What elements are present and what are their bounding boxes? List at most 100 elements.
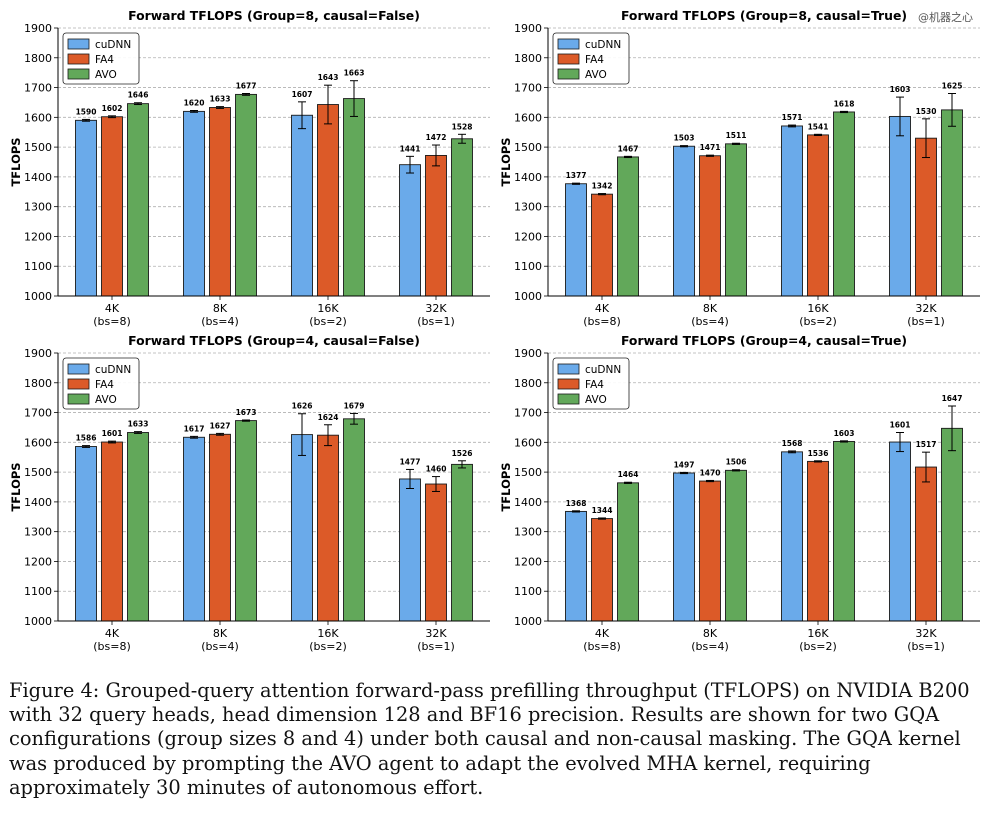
- bar-cudnn-32k: [399, 164, 421, 297]
- legend-swatch-fa4: [557, 378, 580, 390]
- bar-cudnn-4k: [75, 119, 97, 297]
- x-tick-label: 8K: [703, 627, 718, 640]
- bar-avo-8k: [725, 469, 747, 622]
- x-tick-sublabel: (bs=1): [417, 315, 455, 328]
- x-tick-sublabel: (bs=4): [201, 640, 239, 653]
- bar-value-label: 1633: [128, 420, 149, 429]
- legend-swatch-fa4: [67, 378, 90, 390]
- x-tick-sublabel: (bs=4): [691, 315, 729, 328]
- y-tick-label: 1900: [24, 22, 52, 35]
- y-tick-label: 1000: [514, 290, 542, 303]
- bar-value-label: 1618: [834, 99, 855, 108]
- bar-value-label: 1471: [700, 143, 721, 152]
- bar-fa4-4k: [101, 441, 123, 622]
- y-tick-label: 1300: [24, 201, 52, 214]
- x-tick-sublabel: (bs=4): [691, 640, 729, 653]
- x-tick-label: 32K: [915, 302, 937, 315]
- bar-value-label: 1590: [76, 107, 97, 116]
- legend-label: cuDNN: [585, 39, 621, 51]
- bar-value-label: 1624: [318, 413, 339, 422]
- legend-label: FA4: [95, 54, 114, 66]
- bar-cudnn-16k: [781, 125, 803, 297]
- x-tick-sublabel: (bs=1): [417, 640, 455, 653]
- bar-value-label: 1601: [102, 429, 123, 438]
- bar-avo-4k: [617, 482, 639, 622]
- bar-fa4-8k: [209, 433, 231, 622]
- bar-value-label: 1586: [76, 434, 97, 443]
- bar-fa4-32k: [915, 466, 937, 622]
- y-tick-label: 1700: [514, 407, 542, 420]
- x-tick-label: 4K: [595, 627, 610, 640]
- y-tick-label: 1100: [24, 585, 52, 598]
- bar-avo-32k: [451, 138, 473, 297]
- y-tick-label: 1400: [24, 496, 52, 509]
- bar-value-label: 1627: [210, 421, 231, 430]
- bar-cudnn-4k: [565, 510, 587, 622]
- legend-label: FA4: [95, 379, 114, 391]
- y-tick-label: 1800: [24, 377, 52, 390]
- bar-avo-16k: [833, 440, 855, 622]
- y-tick-label: 1100: [24, 260, 52, 273]
- y-tick-label: 1100: [514, 585, 542, 598]
- chart-title: Forward TFLOPS (Group=8, causal=False): [128, 8, 420, 23]
- bar-value-label: 1617: [184, 424, 205, 433]
- legend-label: cuDNN: [95, 364, 131, 376]
- y-tick-label: 1400: [514, 496, 542, 509]
- bar-value-label: 1441: [400, 144, 421, 153]
- bar-cudnn-32k: [399, 478, 421, 622]
- legend-label: AVO: [585, 394, 607, 406]
- bar-fa4-8k: [699, 155, 721, 297]
- bar-value-label: 1530: [916, 107, 937, 116]
- bar-cudnn-4k: [565, 183, 587, 297]
- bar-avo-4k: [617, 156, 639, 297]
- bar-value-label: 1633: [210, 95, 231, 104]
- legend-label: AVO: [95, 394, 117, 406]
- bar-value-label: 1342: [592, 182, 613, 191]
- x-tick-label: 16K: [317, 627, 339, 640]
- bar-value-label: 1602: [102, 104, 123, 113]
- legend-swatch-avo: [67, 68, 90, 80]
- y-tick-label: 1600: [514, 436, 542, 449]
- bar-value-label: 1470: [700, 468, 721, 477]
- x-tick-label: 8K: [703, 302, 718, 315]
- bar-avo-32k: [941, 427, 963, 622]
- bar-cudnn-16k: [781, 451, 803, 622]
- y-tick-label: 1200: [514, 555, 542, 568]
- bar-fa4-32k: [915, 137, 937, 297]
- x-tick-sublabel: (bs=8): [583, 640, 621, 653]
- y-tick-label: 1400: [514, 171, 542, 184]
- x-tick-sublabel: (bs=8): [583, 315, 621, 328]
- bar-cudnn-16k: [291, 114, 313, 297]
- x-tick-sublabel: (bs=1): [907, 640, 945, 653]
- chart-title: Forward TFLOPS (Group=4, causal=False): [128, 333, 420, 348]
- bar-value-label: 1603: [834, 429, 855, 438]
- x-tick-label: 4K: [105, 302, 120, 315]
- y-tick-label: 1500: [514, 141, 542, 154]
- bar-fa4-32k: [425, 483, 447, 622]
- legend-swatch-cudnn: [67, 38, 90, 50]
- y-tick-label: 1600: [24, 436, 52, 449]
- bar-value-label: 1679: [344, 401, 365, 410]
- bar-value-label: 1506: [726, 458, 747, 467]
- bar-fa4-16k: [317, 104, 339, 297]
- bar-value-label: 1526: [452, 449, 473, 458]
- x-tick-label: 4K: [595, 302, 610, 315]
- x-tick-sublabel: (bs=8): [93, 640, 131, 653]
- bar-value-label: 1620: [184, 98, 205, 107]
- legend-swatch-fa4: [67, 53, 90, 65]
- chart-group8-noncausal: Forward TFLOPS (Group=8, causal=False) 10…: [2, 4, 492, 332]
- bar-avo-8k: [235, 93, 257, 297]
- y-tick-label: 1900: [514, 347, 542, 360]
- legend-swatch-avo: [557, 393, 580, 405]
- bar-value-label: 1460: [426, 465, 447, 474]
- bar-value-label: 1643: [318, 73, 339, 82]
- bar-avo-16k: [343, 98, 365, 297]
- bar-value-label: 1497: [674, 460, 695, 469]
- x-tick-sublabel: (bs=8): [93, 315, 131, 328]
- bar-value-label: 1511: [726, 131, 747, 140]
- x-tick-label: 8K: [213, 302, 228, 315]
- legend-label: cuDNN: [585, 364, 621, 376]
- y-tick-label: 1500: [24, 141, 52, 154]
- bar-value-label: 1607: [292, 90, 313, 99]
- bar-value-label: 1663: [344, 69, 365, 78]
